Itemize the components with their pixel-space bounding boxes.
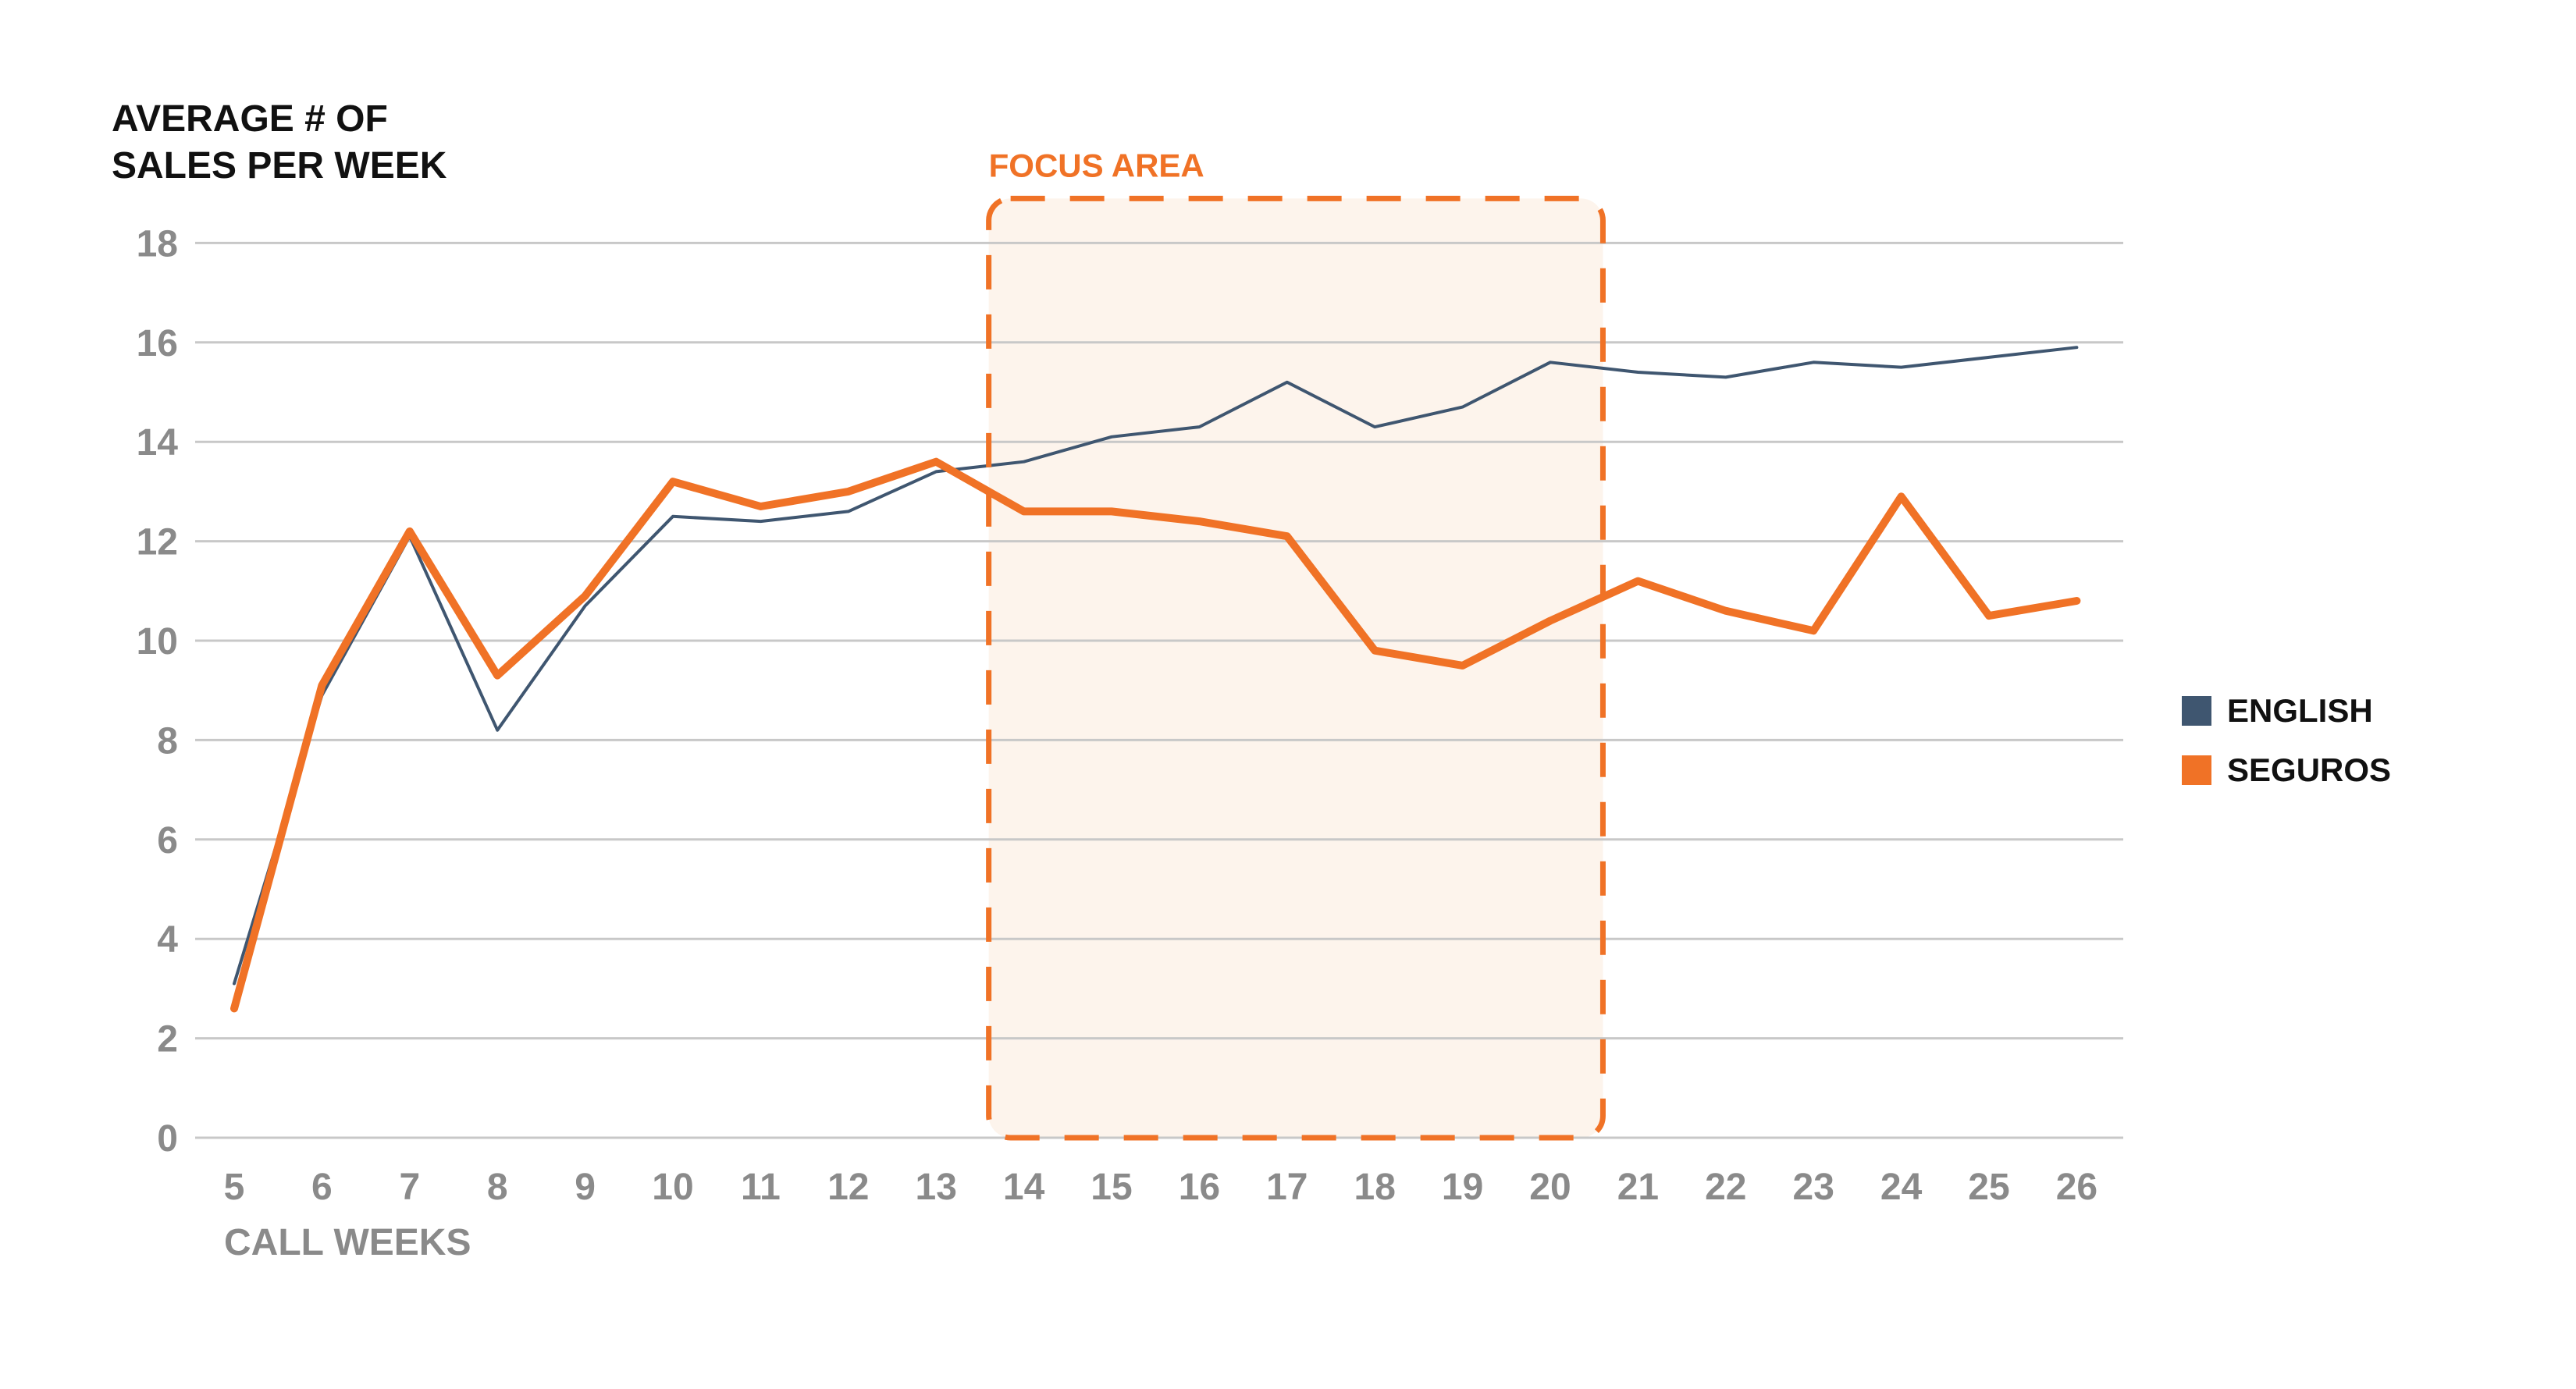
x-tick-label-26: 26: [2056, 1167, 2097, 1208]
y-tick-label-12: 12: [137, 522, 178, 563]
focus-area: [988, 198, 1603, 1138]
focus-area-fill: [988, 198, 1603, 1138]
x-tick-label-14: 14: [1003, 1167, 1045, 1208]
x-tick-label-20: 20: [1529, 1167, 1571, 1208]
y-axis-title-line-1: AVERAGE # OF: [112, 98, 388, 140]
x-tick-label-22: 22: [1705, 1167, 1746, 1208]
focus-area-label: FOCUS AREA: [989, 147, 1204, 183]
focus-area-border: FOCUS AREA: [986, 147, 1606, 1141]
x-tick-label-8: 8: [487, 1167, 508, 1208]
x-tick-label-10: 10: [652, 1167, 693, 1208]
x-axis-title: CALL WEEKS: [224, 1222, 471, 1263]
x-tick-label-17: 17: [1266, 1167, 1308, 1208]
legend-label-english: ENGLISH: [2227, 692, 2373, 729]
x-tick-label-16: 16: [1179, 1167, 1220, 1208]
legend-swatch-seguros: [2182, 755, 2211, 785]
y-tick-label-8: 8: [157, 720, 178, 762]
legend: ENGLISH SEGUROS: [2182, 692, 2391, 788]
x-tick-label-6: 6: [311, 1167, 333, 1208]
y-axis-title-line-2: SALES PER WEEK: [112, 145, 447, 187]
legend-swatch-english: [2182, 696, 2211, 726]
x-tick-label-11: 11: [741, 1167, 781, 1208]
x-tick-label-7: 7: [399, 1167, 420, 1208]
y-tick-label-14: 14: [137, 422, 179, 464]
x-tick-label-23: 23: [1793, 1167, 1834, 1208]
series-line-english: [233, 346, 2079, 986]
y-tick-label-18: 18: [137, 223, 178, 265]
x-tick-label-15: 15: [1091, 1167, 1132, 1208]
x-tick-label-9: 9: [575, 1167, 596, 1208]
x-axis-ticks: 5 6 7 8 9 10 11 12 13 14 15 16 17 18 19 20 21 22 23 24 25 26: [224, 1167, 2097, 1208]
legend-label-seguros: SEGUROS: [2227, 751, 2391, 788]
y-tick-label-10: 10: [137, 621, 178, 663]
gridlines: [195, 241, 2123, 1139]
series-line-seguros: [230, 457, 2081, 1013]
x-tick-label-21: 21: [1617, 1167, 1659, 1208]
x-tick-label-13: 13: [916, 1167, 957, 1208]
y-axis-ticks: 0 2 4 6 8 10 12 14 16 18: [137, 223, 179, 1160]
y-tick-label-0: 0: [157, 1118, 178, 1160]
x-tick-label-5: 5: [224, 1167, 245, 1208]
x-tick-label-19: 19: [1442, 1167, 1483, 1208]
x-tick-label-18: 18: [1354, 1167, 1396, 1208]
y-axis-title: AVERAGE # OF SALES PER WEEK: [112, 98, 447, 187]
y-tick-label-6: 6: [157, 820, 178, 861]
series-lines: [230, 346, 2081, 1013]
x-tick-label-25: 25: [1968, 1167, 2009, 1208]
x-tick-label-12: 12: [827, 1167, 869, 1208]
y-tick-label-16: 16: [137, 323, 178, 364]
y-tick-label-2: 2: [157, 1019, 178, 1060]
x-tick-label-24: 24: [1880, 1167, 1923, 1208]
y-tick-label-4: 4: [157, 919, 178, 961]
